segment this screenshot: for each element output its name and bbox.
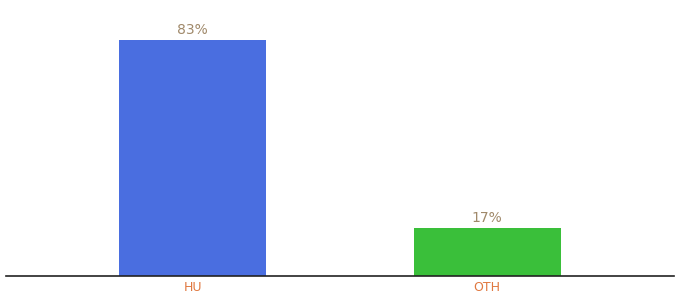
Text: 83%: 83% bbox=[177, 23, 208, 37]
Bar bbox=[119, 40, 267, 276]
Bar bbox=[413, 227, 561, 276]
Text: 17%: 17% bbox=[472, 211, 503, 225]
